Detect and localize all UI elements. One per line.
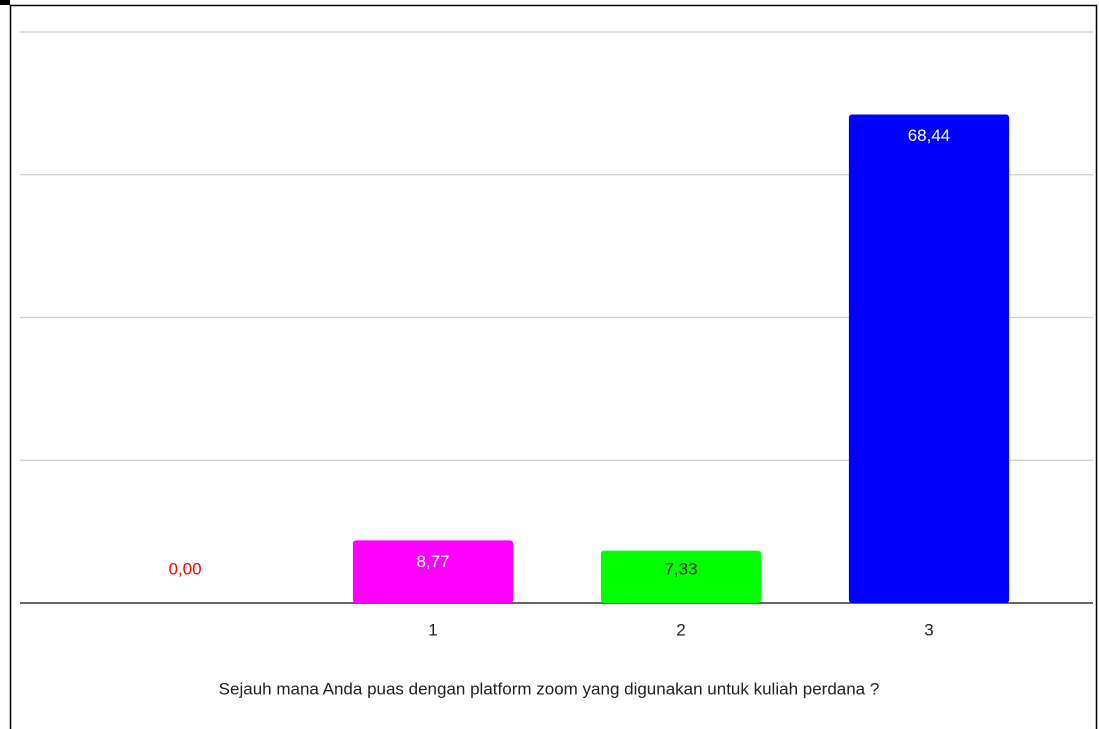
value-label: 7,33 [664, 559, 697, 578]
x-tick-label: 2 [676, 620, 685, 639]
value-label: 8,77 [416, 552, 449, 571]
x-axis-label: Sejauh mana Anda puas dengan platform zo… [219, 679, 880, 698]
value-label: 68,44 [908, 126, 951, 145]
x-tick-label: 3 [924, 620, 933, 639]
value-label: 0,00 [168, 559, 201, 578]
frame [9, 4, 1098, 729]
x-tick-label: 1 [428, 620, 437, 639]
bar [600, 550, 762, 603]
bar [352, 540, 514, 603]
bar [848, 114, 1010, 604]
corner-mark [0, 0, 10, 5]
